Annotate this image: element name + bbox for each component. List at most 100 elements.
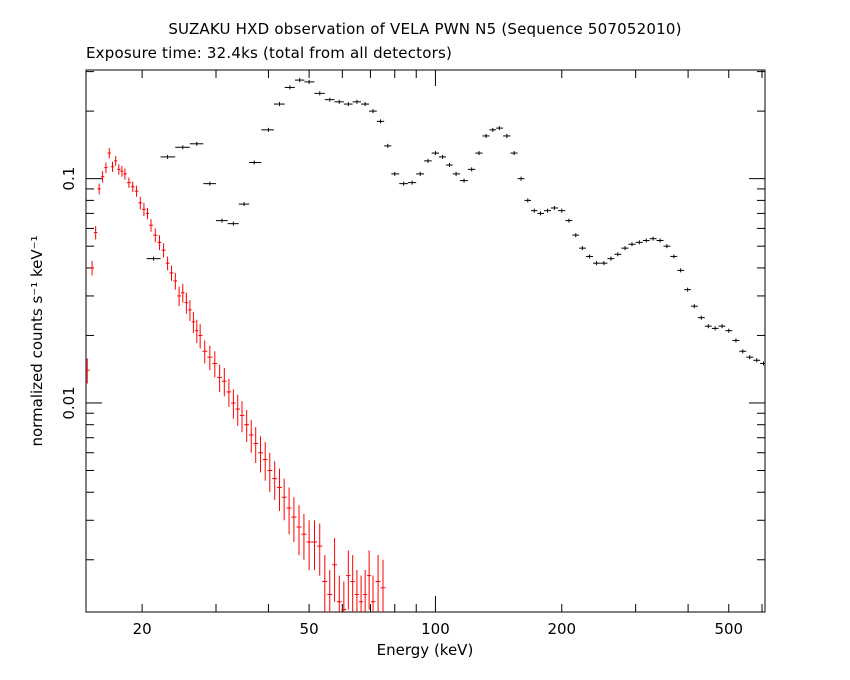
data-point — [503, 133, 511, 138]
data-point — [262, 441, 268, 481]
data-point — [621, 246, 629, 251]
data-point — [314, 91, 325, 96]
data-point — [145, 207, 150, 220]
data-point — [586, 254, 594, 259]
data-point — [117, 164, 121, 175]
data-point — [550, 205, 559, 210]
data-point — [207, 345, 213, 371]
data-point — [277, 468, 282, 511]
data-point — [217, 364, 222, 392]
data-point — [239, 401, 245, 433]
data-point — [258, 436, 263, 473]
data-point — [184, 292, 189, 314]
data-point — [294, 78, 305, 83]
data-point — [524, 198, 532, 203]
data-point — [572, 233, 580, 238]
data-point — [235, 394, 240, 426]
data-point — [361, 102, 370, 107]
data-point — [212, 351, 218, 378]
series-0 — [86, 147, 386, 612]
data-point — [416, 171, 425, 176]
data-point — [635, 240, 643, 245]
data-point — [301, 513, 307, 560]
data-point — [180, 283, 185, 303]
data-point — [202, 340, 208, 364]
data-point — [138, 196, 143, 210]
tick-labels: 20 50 100 200 500 0.1 0.01 — [60, 167, 743, 638]
data-point — [317, 523, 323, 576]
data-point — [100, 171, 105, 183]
data-point — [188, 299, 192, 321]
data-point — [558, 208, 566, 213]
data-point — [221, 368, 227, 397]
data-point — [380, 559, 386, 612]
data-point — [107, 147, 111, 159]
data-point — [226, 378, 232, 407]
data-point — [249, 160, 262, 165]
data-point — [746, 355, 754, 360]
data-point — [177, 286, 181, 307]
data-point — [697, 315, 705, 320]
data-point — [760, 361, 765, 366]
data-point — [579, 246, 587, 251]
data-point — [215, 218, 228, 223]
data-point — [336, 575, 342, 612]
data-point — [753, 358, 761, 363]
data-point — [142, 202, 146, 217]
chart-subtitle: Exposure time: 32.4ks (total from all de… — [86, 44, 453, 62]
data-point — [369, 109, 377, 114]
data-point — [104, 162, 108, 173]
data-point — [267, 452, 273, 493]
data-point — [153, 228, 158, 243]
data-point — [628, 242, 636, 247]
data-point — [663, 244, 671, 249]
data-point — [341, 581, 347, 612]
data-point — [86, 358, 90, 384]
data-point — [244, 410, 249, 442]
data-point — [89, 260, 94, 276]
data-point — [439, 154, 447, 159]
data-point — [120, 165, 124, 177]
data-point — [324, 97, 335, 102]
data-point — [537, 211, 545, 216]
data-point — [284, 85, 295, 90]
data-point — [452, 171, 461, 176]
data-point — [332, 538, 337, 602]
data-point — [475, 151, 483, 156]
data-point — [677, 268, 685, 273]
data-point — [718, 324, 726, 329]
data-point — [126, 177, 131, 188]
data-point — [467, 167, 476, 172]
x-tick-label: 100 — [421, 620, 450, 638]
data-point — [371, 575, 376, 612]
data-point — [123, 168, 127, 180]
data-point — [231, 389, 236, 419]
data-point — [354, 570, 360, 612]
data-point — [346, 550, 351, 610]
data-point — [565, 218, 573, 223]
x-tick-label: 200 — [547, 620, 576, 638]
data-point — [642, 238, 650, 243]
axis-ticks — [86, 70, 765, 612]
series-1 — [146, 78, 765, 366]
data-point — [322, 555, 328, 612]
data-point — [311, 520, 318, 571]
data-point — [253, 427, 259, 464]
data-point — [149, 219, 154, 232]
x-tick-label: 500 — [714, 620, 743, 638]
y-axis-label: normalized counts s⁻¹ keV⁻¹ — [28, 235, 46, 446]
data-point — [195, 319, 199, 344]
data-point — [238, 202, 250, 207]
data-point — [165, 256, 170, 271]
data-point — [110, 161, 115, 173]
data-point — [593, 261, 601, 266]
data-point — [227, 221, 239, 226]
x-tick-label: 50 — [300, 620, 319, 638]
data-point — [352, 99, 362, 104]
data-point — [114, 156, 118, 166]
data-point — [248, 419, 254, 453]
data-point — [306, 520, 312, 571]
data-point — [384, 143, 392, 148]
data-point — [489, 127, 497, 132]
data-point — [732, 338, 740, 343]
